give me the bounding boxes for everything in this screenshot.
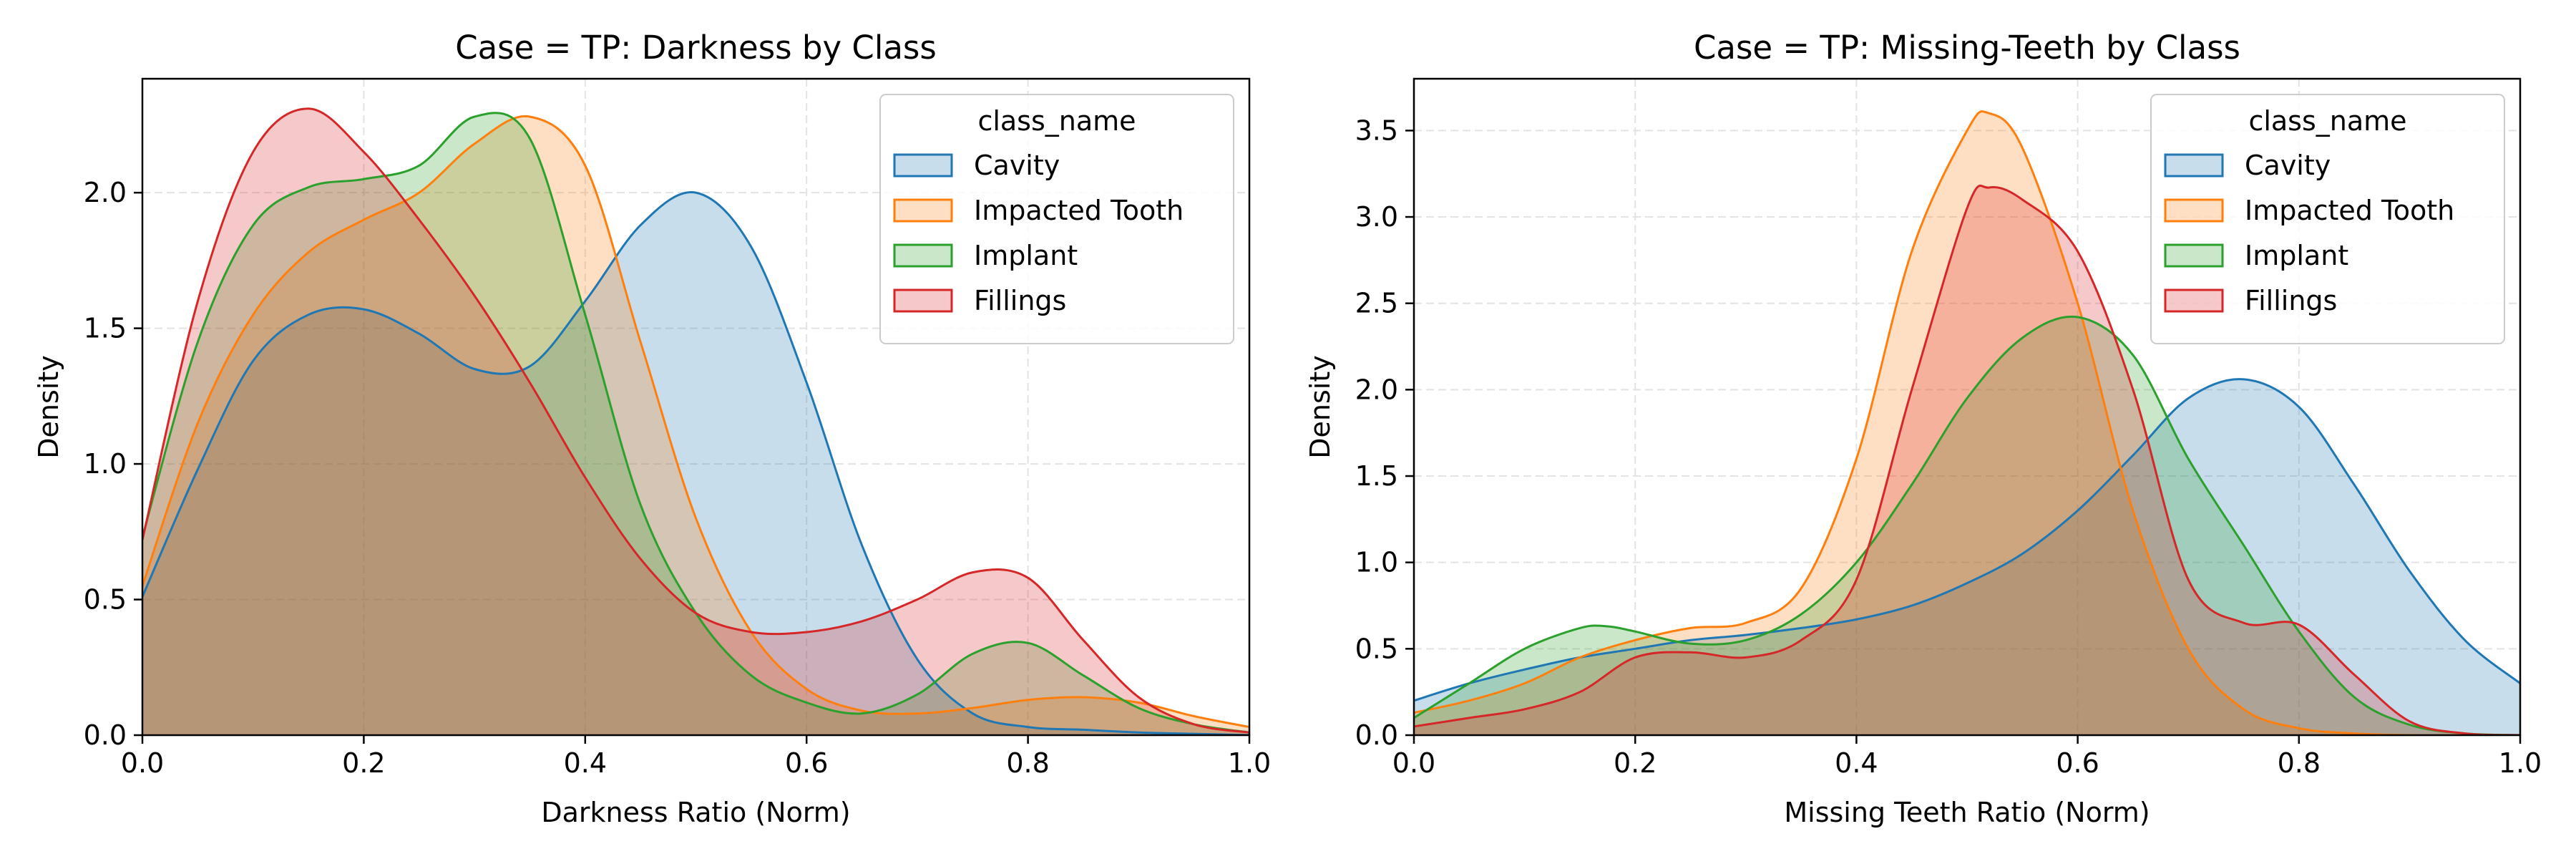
density-area-implant xyxy=(1414,316,2520,735)
density-area-fillings xyxy=(1414,185,2520,735)
density-line-fillings xyxy=(1414,185,2520,735)
legend-swatch xyxy=(893,243,953,268)
legend-box xyxy=(2150,94,2505,344)
x-tick-label: 0.6 xyxy=(785,747,828,779)
legend-label: Implant xyxy=(2245,240,2348,271)
x-tick-label: 0.4 xyxy=(1835,747,1878,779)
density-area-implant xyxy=(142,112,1249,735)
density-line-cavity xyxy=(1414,378,2520,702)
y-tick-label: 1.0 xyxy=(1355,547,1398,578)
x-tick-label: 0.0 xyxy=(121,747,164,779)
density-line-impacted-tooth xyxy=(1414,110,2520,735)
legend-label: Impacted Tooth xyxy=(974,195,1184,226)
legend-label: Implant xyxy=(974,240,1078,271)
darkness-panel: Case = TP: Darkness by Class 0.0 0.2 0.4 0.6… xyxy=(33,29,1271,828)
x-axis-label: Missing Teeth Ratio (Norm) xyxy=(1784,797,2150,828)
legend: class_name Cavity Impacted Tooth Implant Fil… xyxy=(2150,94,2505,344)
x-tick-label: 1.0 xyxy=(2499,747,2542,779)
x-tick-label: 0.2 xyxy=(1614,747,1657,779)
y-tick-label: 2.5 xyxy=(1355,288,1398,319)
x-tick-label: 0.0 xyxy=(1392,747,1435,779)
y-tick-label: 0.0 xyxy=(1355,719,1398,751)
legend-label: Fillings xyxy=(974,285,1066,316)
missing-teeth-panel: Case = TP: Missing-Teeth by Class 0.0 0.2 0… xyxy=(1304,29,2542,828)
chart-title: Case = TP: Missing-Teeth by Class xyxy=(1694,29,2240,67)
y-tick-label: 1.0 xyxy=(84,448,127,480)
legend-swatch xyxy=(2164,153,2224,178)
legend-label: Cavity xyxy=(974,150,1060,181)
density-area-cavity xyxy=(142,192,1249,735)
y-tick-label: 2.0 xyxy=(84,177,127,208)
y-tick-label: 3.0 xyxy=(1355,201,1398,233)
y-tick-label: 3.5 xyxy=(1355,115,1398,146)
chart-title: Case = TP: Darkness by Class xyxy=(455,29,937,67)
x-axis-label: Darkness Ratio (Norm) xyxy=(541,797,850,828)
y-tick-label: 0.0 xyxy=(84,719,127,751)
density-area-impacted-tooth xyxy=(142,116,1249,735)
legend-title: class_name xyxy=(2248,105,2406,137)
density-area-impacted-tooth xyxy=(1414,111,2520,735)
y-axis-label: Density xyxy=(1304,355,1336,458)
y-tick-label: 0.5 xyxy=(84,584,127,616)
legend-swatch xyxy=(893,198,953,223)
density-line-implant xyxy=(1414,315,2520,735)
y-tick-label: 1.5 xyxy=(84,313,127,344)
axes-frame xyxy=(141,77,1251,737)
density-line-cavity xyxy=(142,190,1249,735)
y-tick-label: 0.5 xyxy=(1355,633,1398,664)
legend-swatch xyxy=(2164,243,2224,268)
density-line-impacted-tooth xyxy=(142,115,1249,729)
legend-swatch xyxy=(2164,198,2224,223)
plot-area xyxy=(1414,110,2520,735)
legend-label: Fillings xyxy=(2245,285,2337,316)
density-area-cavity xyxy=(1414,379,2520,735)
axes-frame xyxy=(1413,77,2522,737)
y-tick-label: 2.0 xyxy=(1355,374,1398,405)
legend-swatch xyxy=(2164,288,2224,313)
density-area-fillings xyxy=(142,108,1249,735)
legend-swatch xyxy=(893,288,953,313)
x-tick-label: 1.0 xyxy=(1228,747,1271,779)
x-tick-label: 0.2 xyxy=(342,747,385,779)
density-line-implant xyxy=(142,112,1249,734)
plot-area xyxy=(142,107,1249,735)
density-line-fillings xyxy=(142,107,1249,734)
legend-title: class_name xyxy=(977,105,1136,137)
legend-label: Cavity xyxy=(2245,150,2331,181)
x-tick-label: 0.4 xyxy=(564,747,607,779)
y-tick-label: 1.5 xyxy=(1355,460,1398,492)
x-tick-label: 0.8 xyxy=(2278,747,2321,779)
x-tick-label: 0.8 xyxy=(1006,747,1049,779)
y-axis-label: Density xyxy=(33,355,64,458)
legend-label: Impacted Tooth xyxy=(2245,195,2454,226)
legend: class_name Cavity Impacted Tooth Implant Fil… xyxy=(879,94,1234,344)
legend-swatch xyxy=(893,153,953,178)
x-tick-label: 0.6 xyxy=(2056,747,2099,779)
legend-box xyxy=(879,94,1234,344)
